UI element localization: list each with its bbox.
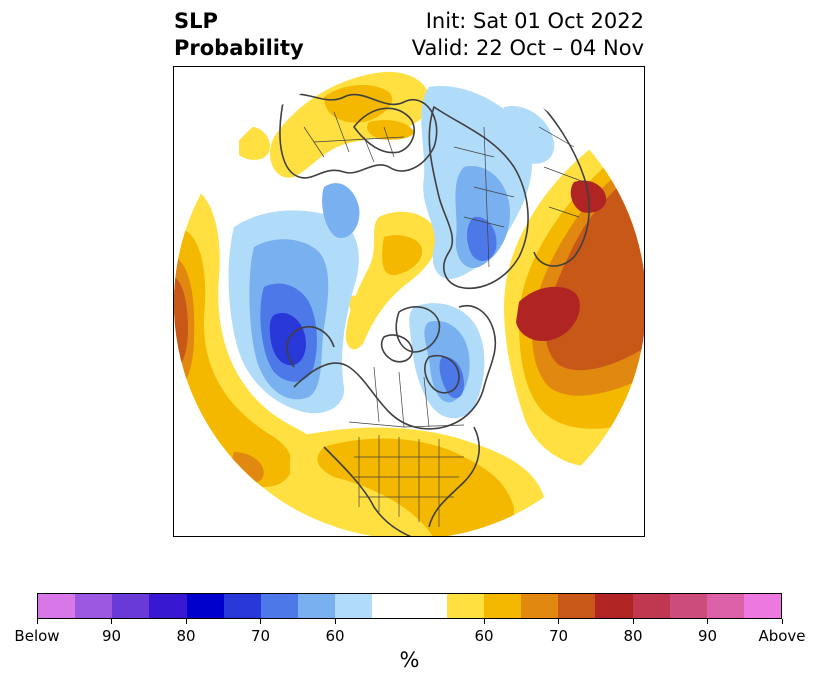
colorbar-cell <box>743 594 782 618</box>
colorbar-cell <box>298 594 336 618</box>
central-america-coast <box>323 446 415 536</box>
colorbar-cell <box>521 594 559 618</box>
colorbar-cell <box>446 594 484 618</box>
east-asia-borders <box>538 126 585 218</box>
colorbar-tick-label: Below <box>14 627 60 645</box>
colorbar-cell <box>335 594 373 618</box>
colorbar-cell <box>186 594 224 618</box>
arctic-blue-west <box>322 183 360 238</box>
colorbar-label: % <box>399 648 420 672</box>
colorbar <box>37 593 782 619</box>
canada-province-lines <box>373 366 430 428</box>
colorbar-tick-mark <box>558 619 559 624</box>
asia-coast <box>428 105 529 289</box>
scandinavia-coast <box>352 107 415 154</box>
colorbar-tick-mark <box>483 619 485 624</box>
above-normal-regions <box>174 71 644 536</box>
title-variable: SLP <box>174 9 218 33</box>
us-state-lines <box>354 435 464 527</box>
asia-borders <box>453 126 515 268</box>
colorbar-tick-mark <box>111 619 112 624</box>
colorbar-cell <box>223 594 261 618</box>
northwest-patch <box>239 126 270 160</box>
colorbar-cell <box>483 594 522 618</box>
colorbar-cell <box>558 594 596 618</box>
colorbar-cell <box>260 594 299 618</box>
colorbar-cell <box>409 594 447 618</box>
baltic-patch <box>367 120 414 140</box>
north-pacific-blue-core <box>269 312 306 366</box>
us-east-coast <box>428 426 480 528</box>
colorbar-tick-label: 90 <box>101 627 122 645</box>
colorbar-tick-mark <box>185 619 187 624</box>
canada-blue-inner <box>439 356 464 399</box>
hudson-bay-coast <box>424 355 460 394</box>
colorbar-tick-mark <box>260 619 261 624</box>
greenland-coast <box>395 306 441 353</box>
siberia-blue-inner <box>467 216 497 261</box>
east-core-south <box>516 286 580 342</box>
title-field: Probability <box>174 36 304 60</box>
colorbar-cell <box>75 594 113 618</box>
colorbar-cell <box>632 594 670 618</box>
colorbar-tick-mark <box>781 619 783 624</box>
colorbar-tick-mark <box>707 619 708 624</box>
europe-coast <box>279 93 438 179</box>
init-date: Init: Sat 01 Oct 2022 <box>425 9 644 33</box>
europe-anomaly-mid <box>324 85 393 123</box>
north-america-coast <box>293 305 497 430</box>
colorbar-cell <box>595 594 633 618</box>
greenland-blue <box>502 106 555 164</box>
colorbar-cell <box>669 594 707 618</box>
map-panel <box>173 66 645 537</box>
east-asia-coast <box>533 96 590 267</box>
europe-borders <box>303 111 405 163</box>
colorbar-tick-mark <box>36 619 38 624</box>
colorbar-tick-label: 90 <box>697 627 718 645</box>
colorbar-tick-label: Above <box>758 627 806 645</box>
title-left: SLP Probability <box>174 8 304 62</box>
title-right: Init: Sat 01 Oct 2022 Valid: 22 Oct – 04… <box>412 8 644 62</box>
colorbar-tick-label: 80 <box>176 627 196 645</box>
colorbar-tick-label: 80 <box>623 627 643 645</box>
colorbar-tick-label: 60 <box>474 627 494 645</box>
coastlines <box>279 93 590 536</box>
polar-map <box>174 67 644 536</box>
colorbar-cell <box>112 594 150 618</box>
colorbar-cell <box>372 594 410 618</box>
colorbar-tick-label: 70 <box>548 627 569 645</box>
arctic-tongue-mid <box>382 235 423 276</box>
colorbar-tick-label: 70 <box>250 627 271 645</box>
colorbar-cell <box>706 594 744 618</box>
valid-range: Valid: 22 Oct – 04 Nov <box>411 36 644 60</box>
alaska-coast <box>286 325 335 368</box>
north-america-band-mid <box>317 438 514 536</box>
colorbar-cell <box>38 594 76 618</box>
colorbar-tick-mark <box>632 619 634 624</box>
colorbar-tick-label: 60 <box>325 627 345 645</box>
arctic-small <box>348 295 366 315</box>
arctic-islands <box>380 334 413 363</box>
political-borders <box>303 111 585 527</box>
colorbar-tick-mark <box>334 619 336 624</box>
colorbar-cell <box>149 594 187 618</box>
